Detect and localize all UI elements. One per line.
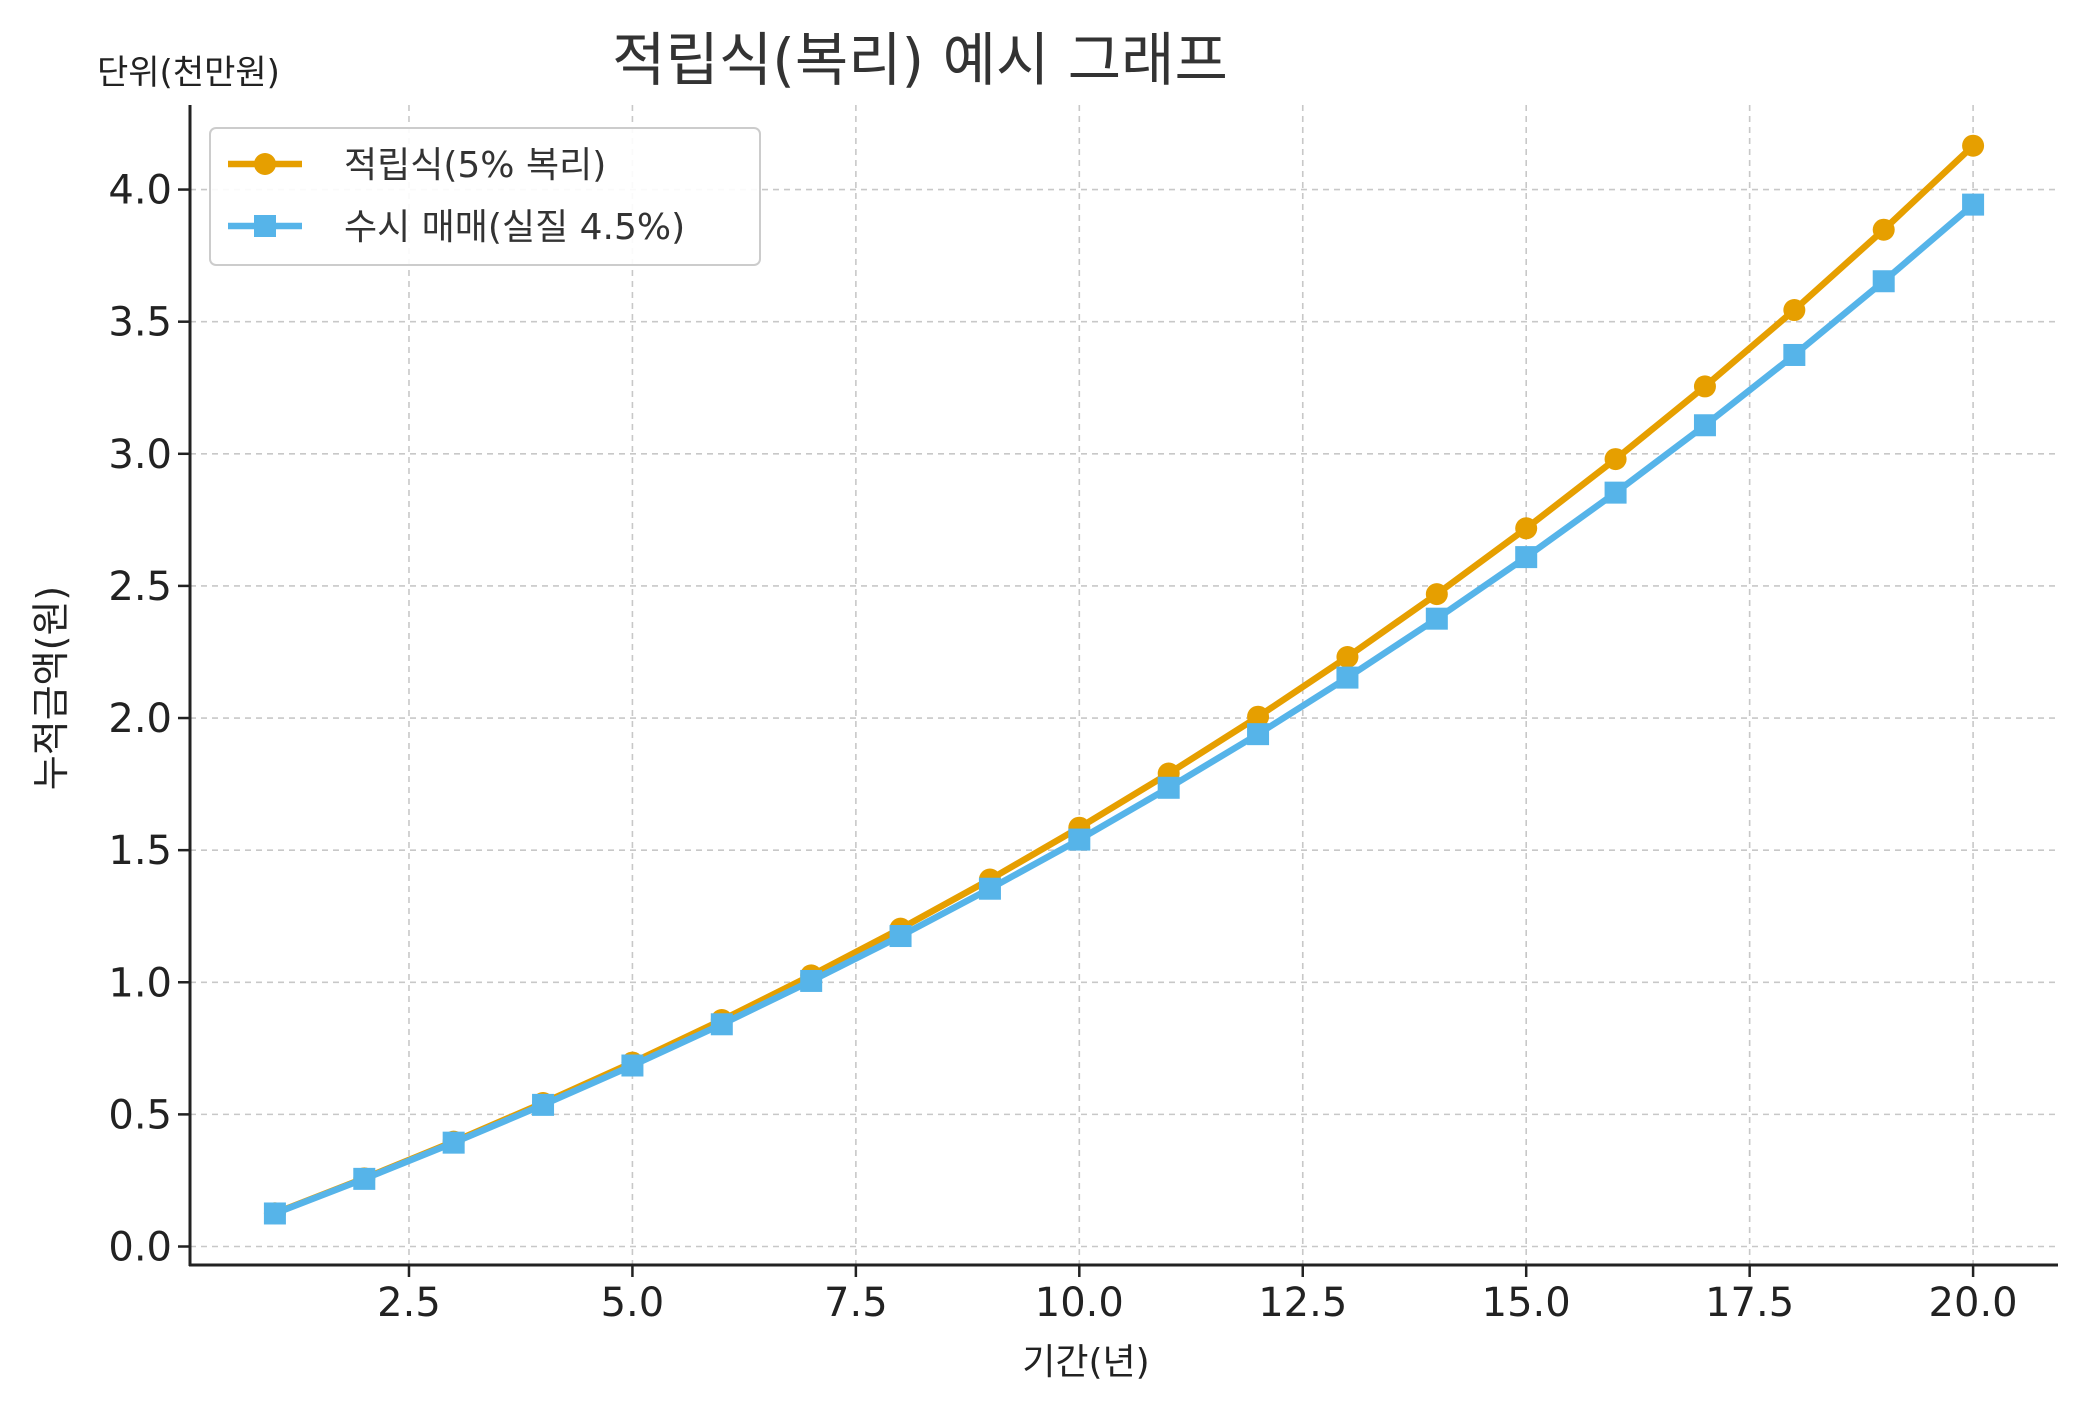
data-point-square xyxy=(442,1131,465,1154)
data-point-square xyxy=(800,969,823,992)
y-tick-label: 4.0 xyxy=(108,168,172,214)
data-point-square xyxy=(1157,776,1180,799)
data-point-square xyxy=(1425,607,1448,630)
data-point-circle xyxy=(1336,645,1359,668)
y-tick-label: 1.5 xyxy=(108,828,172,874)
x-tick-label: 15.0 xyxy=(1482,1280,1571,1326)
data-point-square xyxy=(1693,414,1716,437)
y-tick-label: 3.0 xyxy=(108,432,172,478)
y-tick-label: 1.0 xyxy=(108,960,172,1006)
legend-box xyxy=(209,127,761,266)
data-point-square xyxy=(1604,481,1627,504)
x-tick-label: 12.5 xyxy=(1258,1280,1347,1326)
legend-label: 적립식(5% 복리) xyxy=(344,145,606,186)
axes: 2.5 5.0 7.5 10.0 12.5 15.0 17.5 20.0 0.0 0.5 1.0 1.… xyxy=(108,105,2058,1326)
data-point-square xyxy=(353,1167,376,1190)
data-point-square xyxy=(1872,270,1895,293)
y-tick-label: 2.0 xyxy=(108,696,172,742)
legend-entry-1: 적립식(5% 복리) xyxy=(228,145,606,186)
data-point-square xyxy=(1783,343,1806,366)
x-axis-label: 기간(년) xyxy=(1022,1342,1149,1383)
data-point-square xyxy=(621,1054,644,1077)
x-tick-label: 2.5 xyxy=(377,1280,441,1326)
x-tick-label: 20.0 xyxy=(1929,1280,2018,1326)
data-point-square xyxy=(710,1013,733,1036)
series-line xyxy=(271,201,1977,1217)
data-point-circle xyxy=(1515,517,1538,540)
data-point-circle xyxy=(1604,448,1627,471)
data-point-square xyxy=(978,877,1001,900)
unit-note: 단위(천만원) xyxy=(97,53,280,93)
y-tick-label: 0.5 xyxy=(108,1092,172,1138)
y-tick-label: 2.5 xyxy=(108,564,172,610)
data-point-square xyxy=(263,1202,286,1225)
data-point-circle xyxy=(1693,375,1716,398)
legend-label: 수시 매매(실질 4.5%) xyxy=(344,207,685,248)
data-point-circle xyxy=(1425,583,1448,606)
x-tick-label: 10.0 xyxy=(1035,1280,1124,1326)
y-axis-label: 누적금액(원) xyxy=(29,586,73,790)
data-point-square xyxy=(1515,546,1538,569)
y-tick-label: 3.5 xyxy=(108,300,172,346)
data-point-circle xyxy=(1872,218,1895,241)
data-point-circle xyxy=(1247,705,1270,728)
legend-marker-square xyxy=(254,215,276,237)
data-point-square xyxy=(1068,828,1091,851)
chart-title: 적립식(복리) 예시 그래프 xyxy=(612,26,1228,94)
data-point-square xyxy=(1962,193,1985,216)
legend-marker-circle xyxy=(254,153,276,175)
legend: 적립식(5% 복리) 수시 매매(실질 4.5%) xyxy=(209,127,761,266)
data-point-square xyxy=(889,925,912,948)
data-point-square xyxy=(1247,723,1270,746)
data-point-square xyxy=(532,1093,555,1116)
data-point-circle xyxy=(1962,134,1985,157)
series-layer xyxy=(263,134,1985,1225)
y-tick-label: 0.0 xyxy=(108,1225,172,1271)
data-point-circle xyxy=(1783,299,1806,322)
x-tick-label: 7.5 xyxy=(824,1280,888,1326)
series-2 xyxy=(263,193,1985,1225)
x-tick-label: 17.5 xyxy=(1705,1280,1794,1326)
x-tick-label: 5.0 xyxy=(601,1280,665,1326)
data-point-square xyxy=(1336,666,1359,689)
legend-entry-2: 수시 매매(실질 4.5%) xyxy=(228,207,685,248)
